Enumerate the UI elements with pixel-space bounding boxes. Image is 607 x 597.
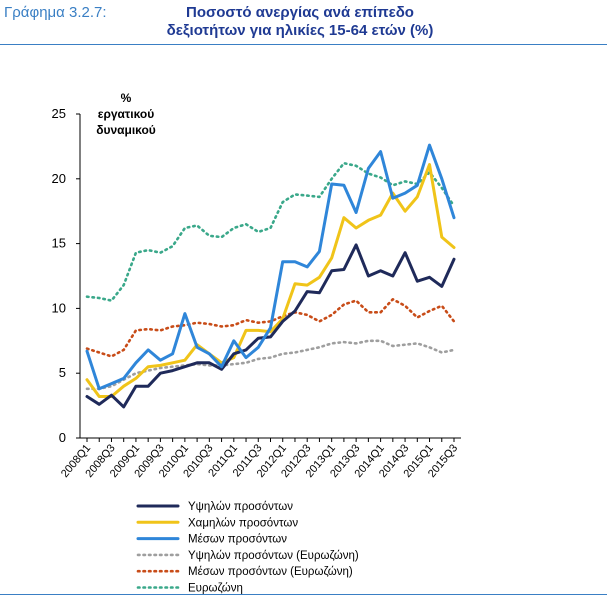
y-tick-label: 15 [52,236,66,251]
figure-number: Γράφημα 3.2.7: [4,4,107,21]
y-tick-label: 20 [52,171,66,186]
series-line [85,243,456,409]
series-line [85,163,456,398]
chart-title-line-1: Ποσοστό ανεργίας ανά επίπεδο [186,4,414,21]
y-tick-label: 10 [52,300,66,315]
y-axis-label-line-2: εργατικού [97,107,155,121]
footer-divider [0,594,607,595]
chart-title-line-2: δεξιοτήτων για ηλικίες 15-64 ετών (%) [166,22,434,39]
series-line [85,143,456,391]
series-line [85,161,456,302]
y-axis-label-line-1: % [120,91,132,105]
legend-label: Ευρωζώνη [188,583,243,595]
y-tick-label: 25 [52,106,66,121]
legend-label: Μέσων προσόντων [188,534,287,546]
header-divider [0,44,607,45]
legend-label: Υψηλών προσόντων (Ευρωζώνη) [188,550,359,562]
chart-title: Ποσοστό ανεργίας ανά επίπεδο δεξιοτήτων … [120,4,480,40]
y-tick-label: 5 [59,365,66,380]
legend-label: Μέσων προσόντων (Ευρωζώνη) [188,566,353,578]
series-line [85,339,456,391]
legend-label: Υψηλών προσόντων [188,501,293,513]
y-tick-label: 0 [59,430,66,445]
legend-label: Χαμηλών προσόντων [188,517,298,529]
y-axis-label: % εργατικού δυναμικού [78,90,174,138]
y-axis-label-line-3: δυναμικού [96,123,156,137]
